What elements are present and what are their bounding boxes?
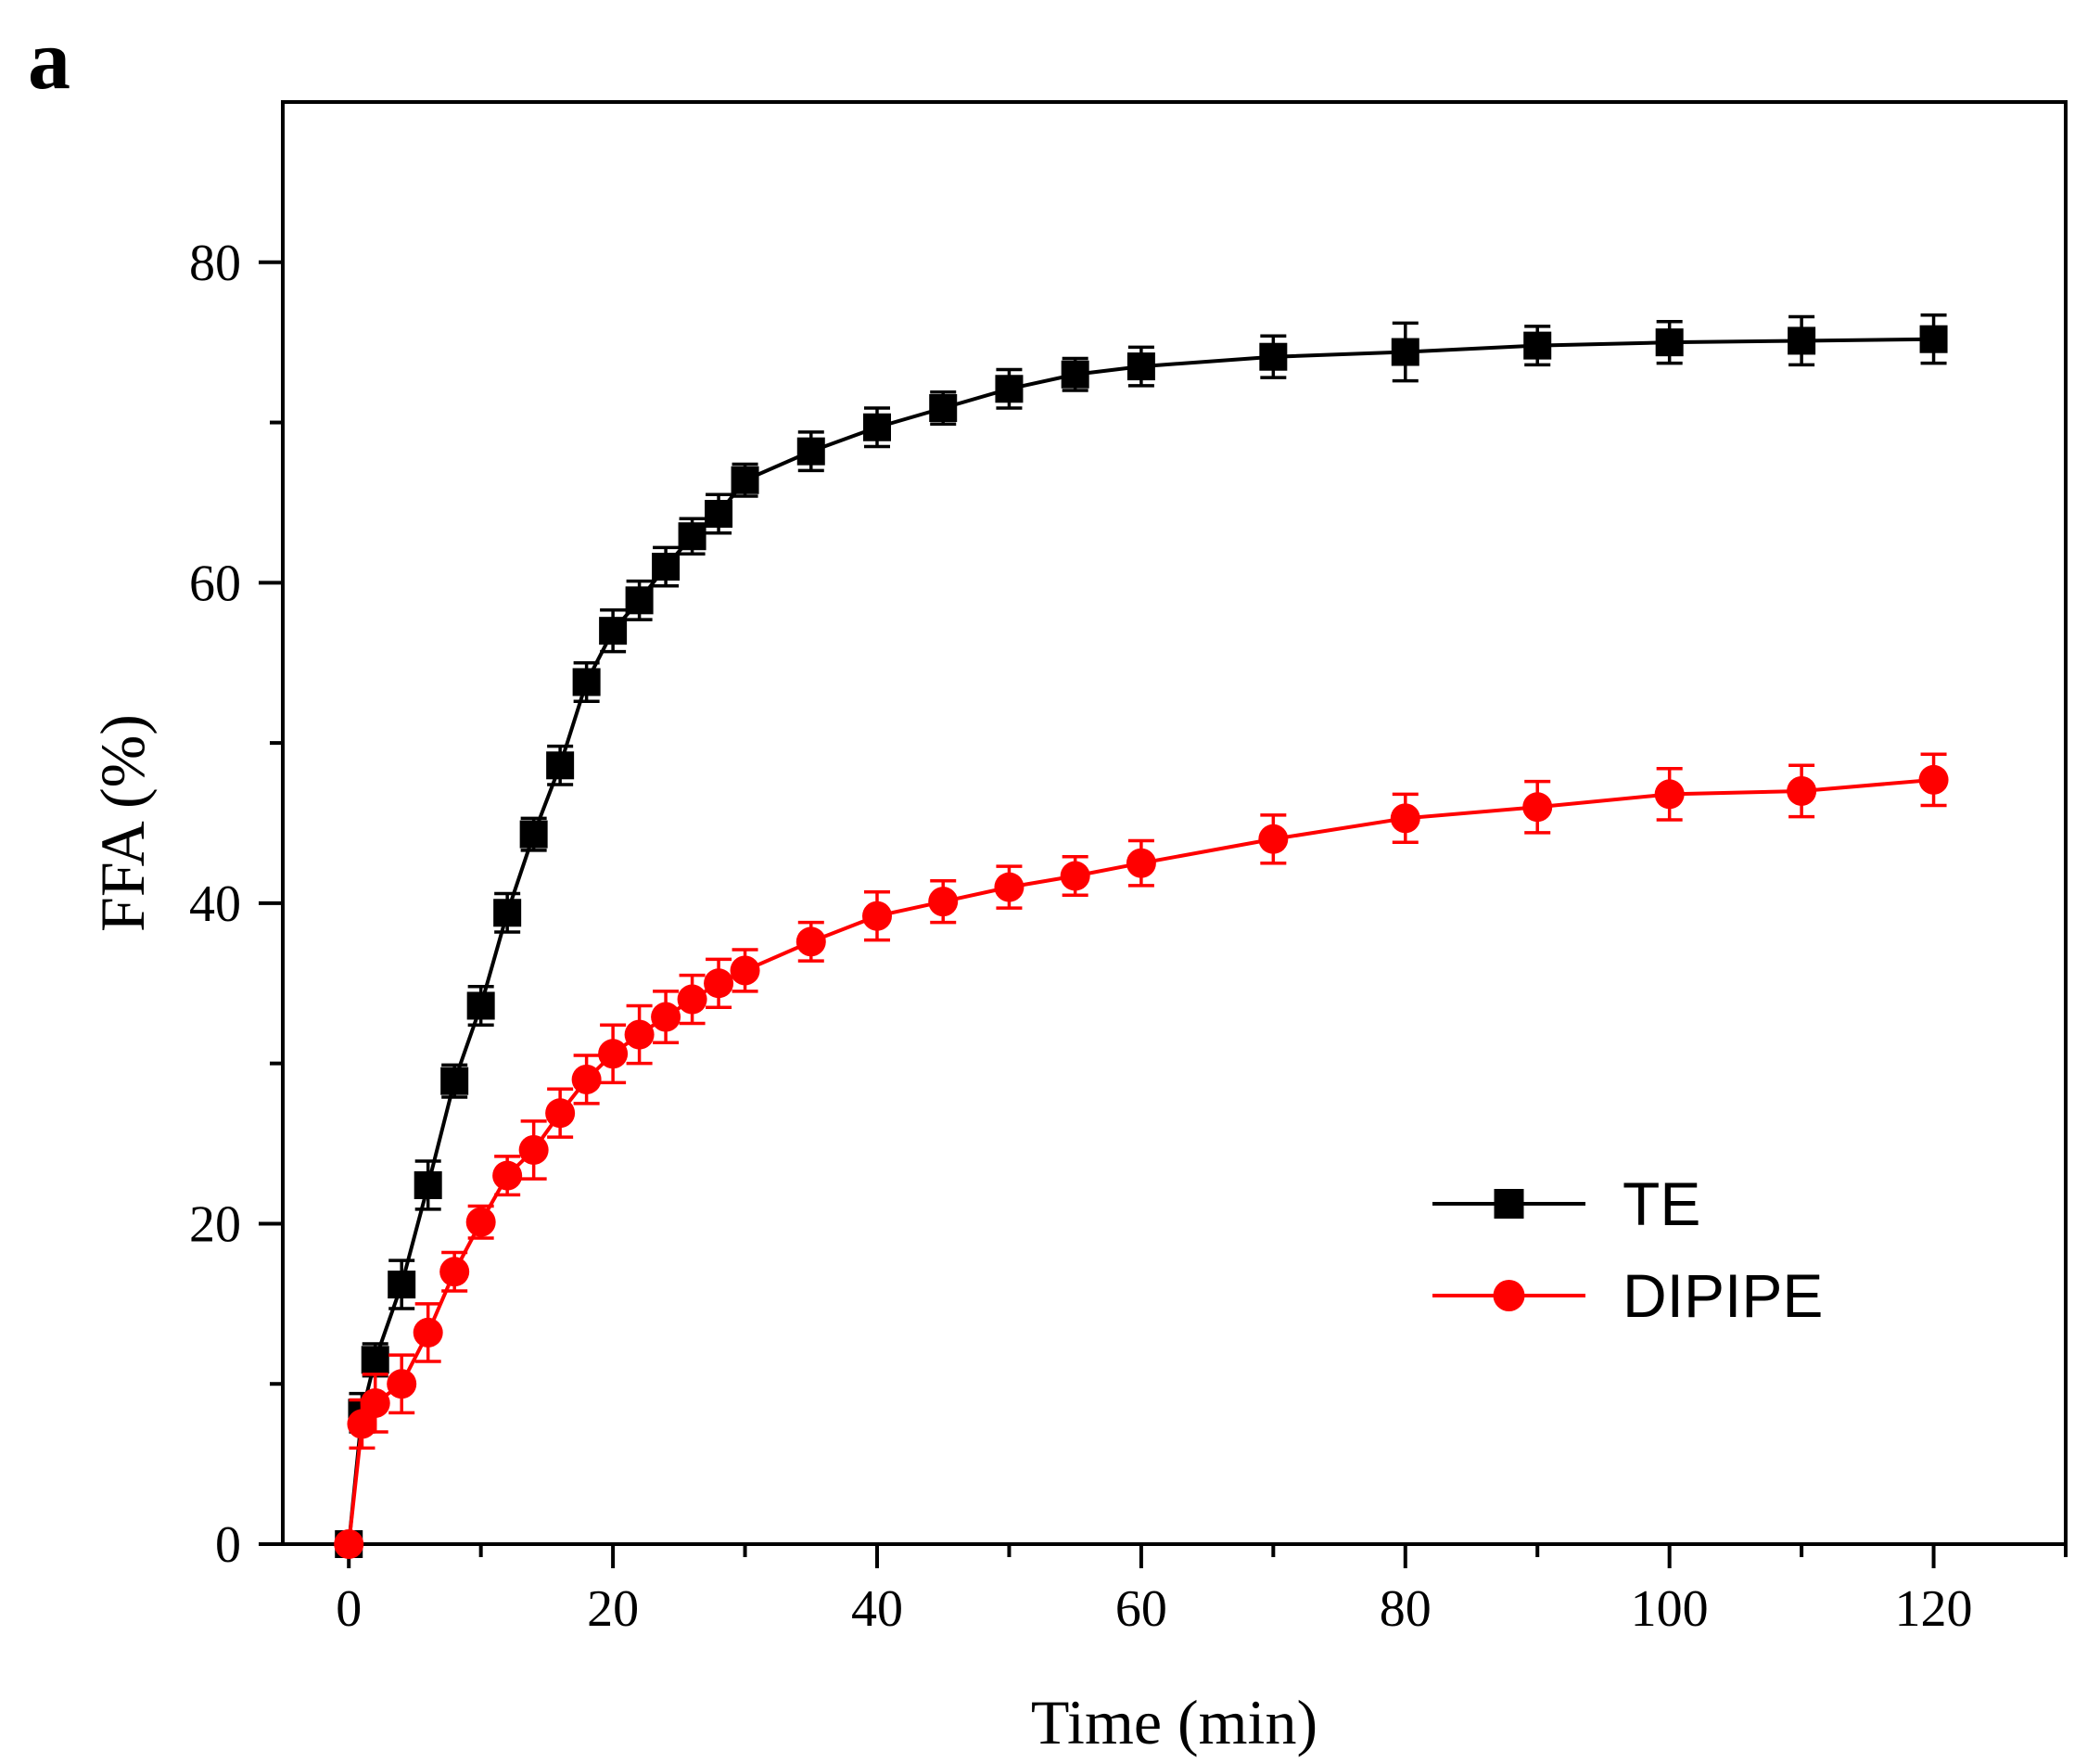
x-tick-label: 0 — [336, 1580, 362, 1638]
data-point — [1126, 848, 1156, 878]
y-tick-label: 80 — [189, 235, 241, 292]
data-point — [652, 553, 681, 581]
data-point — [1391, 338, 1419, 366]
legend-label-dipipe: DIPIPE — [1623, 1261, 1823, 1330]
data-point — [1919, 325, 1948, 353]
plot-frame — [281, 100, 2068, 1546]
x-tick-label: 80 — [1380, 1580, 1432, 1638]
data-point — [731, 466, 759, 494]
data-point — [1258, 824, 1289, 854]
x-tick-label: 60 — [1115, 1580, 1167, 1638]
data-point — [439, 1257, 470, 1287]
x-tick-label: 40 — [851, 1580, 903, 1638]
data-point — [928, 887, 959, 917]
data-point — [929, 394, 958, 423]
y-axis-ticks: 0 20 40 60 80 — [189, 235, 283, 1574]
data-point — [571, 1064, 602, 1094]
data-point — [1259, 342, 1288, 371]
data-point — [519, 820, 548, 849]
data-point — [796, 437, 825, 466]
data-point — [545, 1098, 576, 1129]
data-point — [862, 901, 892, 931]
data-point — [1061, 360, 1089, 389]
data-point — [334, 1529, 364, 1559]
series-line — [347, 337, 1934, 1545]
data-point — [440, 1067, 469, 1095]
data-point — [466, 991, 495, 1020]
legend-entry-te: TE — [1432, 1169, 1700, 1238]
data-point — [863, 413, 891, 441]
y-axis-title: FFA (%) — [87, 714, 158, 932]
data-point — [1126, 352, 1155, 381]
data-point — [1390, 803, 1420, 834]
legend-label-te: TE — [1623, 1169, 1700, 1238]
data-point — [624, 1019, 655, 1050]
series-line — [347, 777, 1934, 1545]
legend-entry-dipipe: DIPIPE — [1432, 1261, 1823, 1330]
data-point — [1918, 764, 1949, 795]
data-point — [492, 1160, 523, 1191]
data-point — [1654, 779, 1685, 810]
data-point — [414, 1170, 442, 1199]
data-point — [546, 751, 575, 780]
data-point — [1060, 861, 1090, 891]
x-tick-label: 20 — [587, 1580, 639, 1638]
x-axis-ticks: 0 20 40 60 80 100 120 — [336, 1544, 2068, 1638]
data-point — [1788, 326, 1816, 355]
data-point — [361, 1346, 389, 1374]
data-point — [1522, 792, 1553, 823]
series-dipipe — [334, 752, 1949, 1559]
y-tick-label: 40 — [189, 875, 241, 933]
data-point — [730, 955, 760, 986]
data-point — [465, 1207, 496, 1237]
data-point — [1655, 328, 1684, 357]
series-layer — [334, 313, 1949, 1559]
data-point — [518, 1134, 549, 1165]
data-point — [387, 1369, 417, 1399]
data-point — [651, 1002, 681, 1032]
data-point — [599, 617, 628, 645]
data-point — [795, 926, 826, 957]
x-tick-label: 120 — [1895, 1580, 1973, 1638]
data-point — [995, 375, 1024, 403]
data-point — [625, 586, 654, 615]
data-point — [704, 968, 734, 999]
x-tick-label: 100 — [1631, 1580, 1709, 1638]
y-tick-label: 20 — [189, 1195, 241, 1253]
x-axis-title: Time (min) — [1031, 1687, 1317, 1757]
legend: TE DIPIPE — [1432, 1169, 1823, 1330]
data-point — [598, 1039, 629, 1069]
data-point — [572, 668, 601, 696]
data-point — [994, 872, 1025, 902]
data-point — [677, 984, 707, 1015]
data-point — [360, 1387, 390, 1418]
legend-marker-te — [1494, 1189, 1524, 1219]
y-tick-label: 0 — [215, 1516, 241, 1574]
data-point — [705, 500, 733, 529]
y-tick-label: 60 — [189, 555, 241, 612]
data-point — [493, 899, 522, 927]
data-point — [1523, 331, 1552, 360]
data-point — [678, 522, 706, 551]
series-te — [335, 313, 1948, 1558]
data-point — [1787, 775, 1817, 806]
legend-marker-dipipe — [1493, 1280, 1525, 1311]
data-point — [413, 1317, 443, 1348]
panel-label: a — [28, 12, 70, 107]
data-point — [388, 1271, 416, 1299]
